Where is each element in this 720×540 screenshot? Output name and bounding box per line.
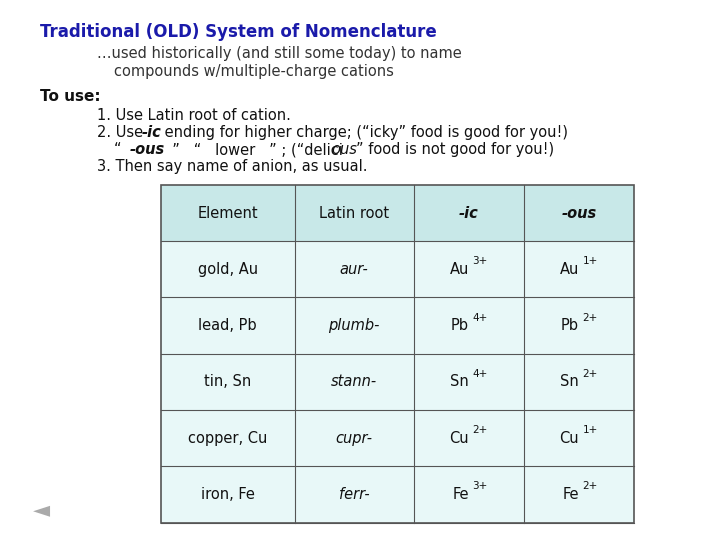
Text: stann-: stann- (331, 374, 377, 389)
Text: compounds w/multiple-charge cations: compounds w/multiple-charge cations (114, 64, 395, 79)
Text: cupr-: cupr- (336, 430, 373, 445)
Text: To use:: To use: (40, 89, 100, 104)
Text: 2+: 2+ (582, 482, 598, 491)
Text: lead, Pb: lead, Pb (199, 318, 257, 333)
Text: Fe: Fe (562, 487, 579, 502)
Text: -ic: -ic (459, 206, 479, 220)
Text: Traditional (OLD) System of Nomenclature: Traditional (OLD) System of Nomenclature (40, 23, 436, 41)
Text: -ic: -ic (142, 125, 161, 140)
Text: 1+: 1+ (582, 425, 598, 435)
Text: Latin root: Latin root (319, 206, 390, 220)
Text: Cu: Cu (559, 430, 579, 445)
Text: Cu: Cu (449, 430, 469, 445)
Text: 2. Use: 2. Use (96, 125, 148, 140)
Text: Element: Element (197, 206, 258, 220)
Text: “: “ (114, 143, 131, 157)
Text: ◄: ◄ (32, 500, 50, 520)
Text: -ous: -ous (130, 143, 166, 157)
Text: …used historically (and still some today) to name: …used historically (and still some today… (96, 46, 462, 60)
Text: 2+: 2+ (472, 425, 487, 435)
Text: Fe: Fe (452, 487, 469, 502)
Text: 4+: 4+ (472, 313, 487, 322)
Text: ferr-: ferr- (339, 487, 369, 502)
Text: Au: Au (559, 262, 579, 277)
Text: Pb: Pb (451, 318, 469, 333)
Text: ” food is not good for you!): ” food is not good for you!) (356, 143, 554, 157)
Text: 3. Then say name of anion, as usual.: 3. Then say name of anion, as usual. (96, 159, 367, 174)
Text: 2+: 2+ (582, 313, 598, 322)
Text: Pb: Pb (561, 318, 579, 333)
Text: ous: ous (331, 143, 357, 157)
Text: 3+: 3+ (472, 256, 487, 266)
Text: gold, Au: gold, Au (198, 262, 258, 277)
Text: 3+: 3+ (472, 482, 487, 491)
Text: ”   “   lower   ” ; (“delici: ” “ lower ” ; (“delici (163, 143, 343, 157)
Text: Au: Au (449, 262, 469, 277)
Text: Sn: Sn (450, 374, 469, 389)
Text: aur-: aur- (340, 262, 369, 277)
Text: 2+: 2+ (582, 369, 598, 379)
Text: Sn: Sn (560, 374, 579, 389)
Text: -ous: -ous (562, 206, 597, 220)
Text: 4+: 4+ (472, 369, 487, 379)
Text: 1. Use Latin root of cation.: 1. Use Latin root of cation. (96, 108, 291, 123)
Text: copper, Cu: copper, Cu (188, 430, 267, 445)
Text: 1+: 1+ (582, 256, 598, 266)
Text: plumb-: plumb- (328, 318, 380, 333)
Text: ending for higher charge; (“icky” food is good for you!): ending for higher charge; (“icky” food i… (160, 125, 568, 140)
Text: tin, Sn: tin, Sn (204, 374, 251, 389)
Text: iron, Fe: iron, Fe (201, 487, 255, 502)
